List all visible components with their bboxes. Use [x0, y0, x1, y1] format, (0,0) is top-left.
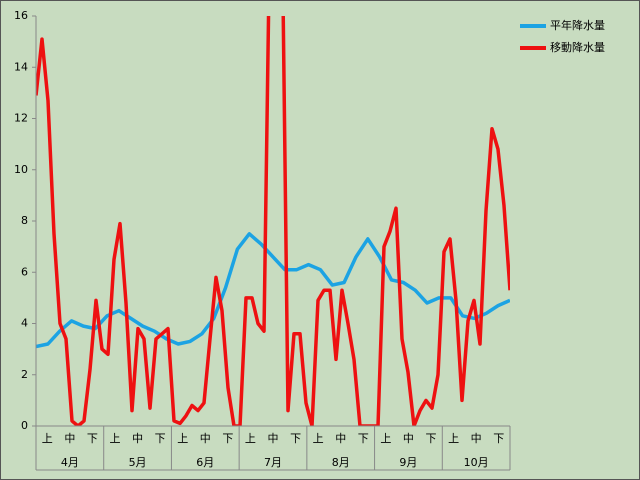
x-tick-label: 上	[245, 432, 256, 445]
y-tick-label: 0	[21, 419, 28, 432]
group-label: 7月	[264, 456, 282, 469]
x-tick-label: 中	[471, 432, 482, 445]
group-label: 4月	[61, 456, 79, 469]
x-tick-label: 上	[110, 432, 121, 445]
legend-label: 移動降水量	[550, 40, 605, 54]
y-tick-label: 8	[21, 214, 28, 227]
x-tick-label: 中	[132, 432, 143, 445]
x-tick-label: 下	[426, 432, 437, 445]
x-tick-label: 上	[380, 432, 391, 445]
x-tick-label: 中	[335, 432, 346, 445]
y-tick-label: 4	[21, 317, 28, 330]
x-tick-label: 下	[358, 432, 369, 445]
x-tick-label: 下	[155, 432, 166, 445]
plot-area	[36, 16, 510, 426]
series-line	[36, 16, 510, 426]
y-tick-label: 10	[14, 163, 28, 176]
group-label: 5月	[129, 456, 147, 469]
group-label: 10月	[464, 456, 489, 469]
x-tick-label: 下	[222, 432, 233, 445]
y-tick-label: 12	[14, 112, 28, 125]
y-tick-label: 16	[14, 9, 28, 22]
group-label: 6月	[196, 456, 214, 469]
x-tick-label: 中	[200, 432, 211, 445]
series-line	[36, 232, 510, 349]
legend-label: 平年降水量	[550, 18, 605, 32]
x-tick-label: 中	[268, 432, 279, 445]
x-tick-label: 下	[493, 432, 504, 445]
x-tick-label: 上	[42, 432, 53, 445]
x-tick-label: 下	[290, 432, 301, 445]
y-tick-label: 6	[21, 265, 28, 278]
group-label: 8月	[332, 456, 350, 469]
x-tick-label: 中	[64, 432, 75, 445]
x-tick-label: 上	[313, 432, 324, 445]
y-tick-label: 2	[21, 368, 28, 381]
group-label: 9月	[399, 456, 417, 469]
x-tick-label: 上	[177, 432, 188, 445]
y-tick-label: 14	[14, 60, 28, 73]
x-tick-label: 下	[87, 432, 98, 445]
x-tick-label: 中	[403, 432, 414, 445]
x-tick-label: 上	[448, 432, 459, 445]
